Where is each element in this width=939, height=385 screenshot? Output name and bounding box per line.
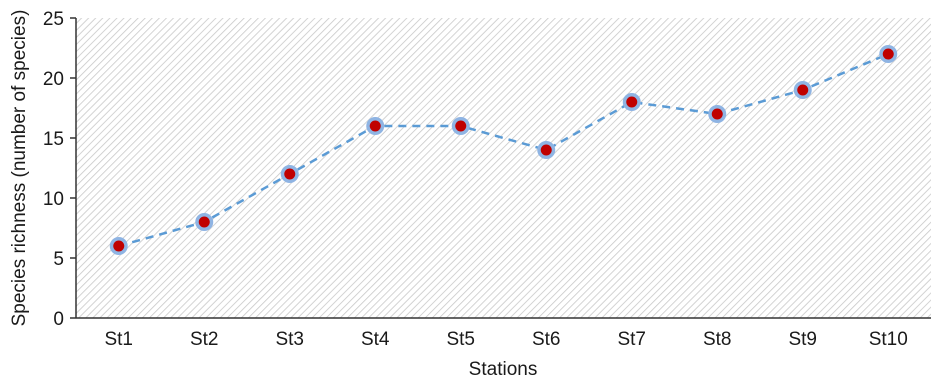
series-layer bbox=[109, 45, 898, 255]
x-tick-label: St4 bbox=[361, 329, 390, 350]
marker-inner bbox=[540, 144, 552, 156]
marker-inner bbox=[797, 84, 809, 96]
y-tick-label: 25 bbox=[43, 9, 64, 30]
data-point bbox=[537, 141, 556, 159]
data-point bbox=[793, 81, 812, 99]
data-point bbox=[622, 93, 641, 111]
marker-inner bbox=[455, 120, 467, 132]
y-axis-title: Species richness (number of species) bbox=[9, 10, 30, 327]
x-tick-label: St3 bbox=[275, 329, 304, 350]
y-tick-label: 5 bbox=[53, 249, 64, 270]
x-tick-label: St8 bbox=[703, 329, 732, 350]
plot-area bbox=[76, 18, 931, 318]
series-line bbox=[118, 52, 889, 248]
x-tick-label: St9 bbox=[788, 329, 817, 350]
x-tick-label: St7 bbox=[617, 329, 646, 350]
data-point bbox=[708, 105, 727, 123]
x-tick-label: St2 bbox=[190, 329, 219, 350]
y-tick-label: 10 bbox=[43, 189, 64, 210]
x-axis-title: Stations bbox=[469, 359, 538, 380]
x-tick-label: St5 bbox=[446, 329, 475, 350]
marker-inner bbox=[198, 216, 210, 228]
data-point bbox=[879, 45, 898, 63]
x-tick-label: St1 bbox=[104, 329, 133, 350]
x-axis: St1 St2 St3 St4 St5 St6 St7 St8 St9 St10 bbox=[104, 329, 907, 350]
y-tick-label: 0 bbox=[53, 309, 64, 330]
y-tick-label: 15 bbox=[43, 129, 64, 150]
marker-inner bbox=[711, 108, 723, 120]
data-point bbox=[109, 237, 128, 255]
y-tick-label: 20 bbox=[43, 69, 64, 90]
y-axis: 0 5 10 15 20 25 bbox=[43, 9, 76, 330]
marker-inner bbox=[369, 120, 381, 132]
marker-inner bbox=[882, 48, 894, 60]
data-point bbox=[195, 213, 214, 231]
data-point bbox=[280, 165, 299, 183]
marker-inner bbox=[626, 96, 638, 108]
marker-inner bbox=[113, 240, 125, 252]
marker-inner bbox=[284, 168, 296, 180]
x-tick-label: St10 bbox=[869, 329, 908, 350]
data-point bbox=[451, 117, 470, 135]
x-tick-label: St6 bbox=[532, 329, 561, 350]
data-point bbox=[366, 117, 385, 135]
